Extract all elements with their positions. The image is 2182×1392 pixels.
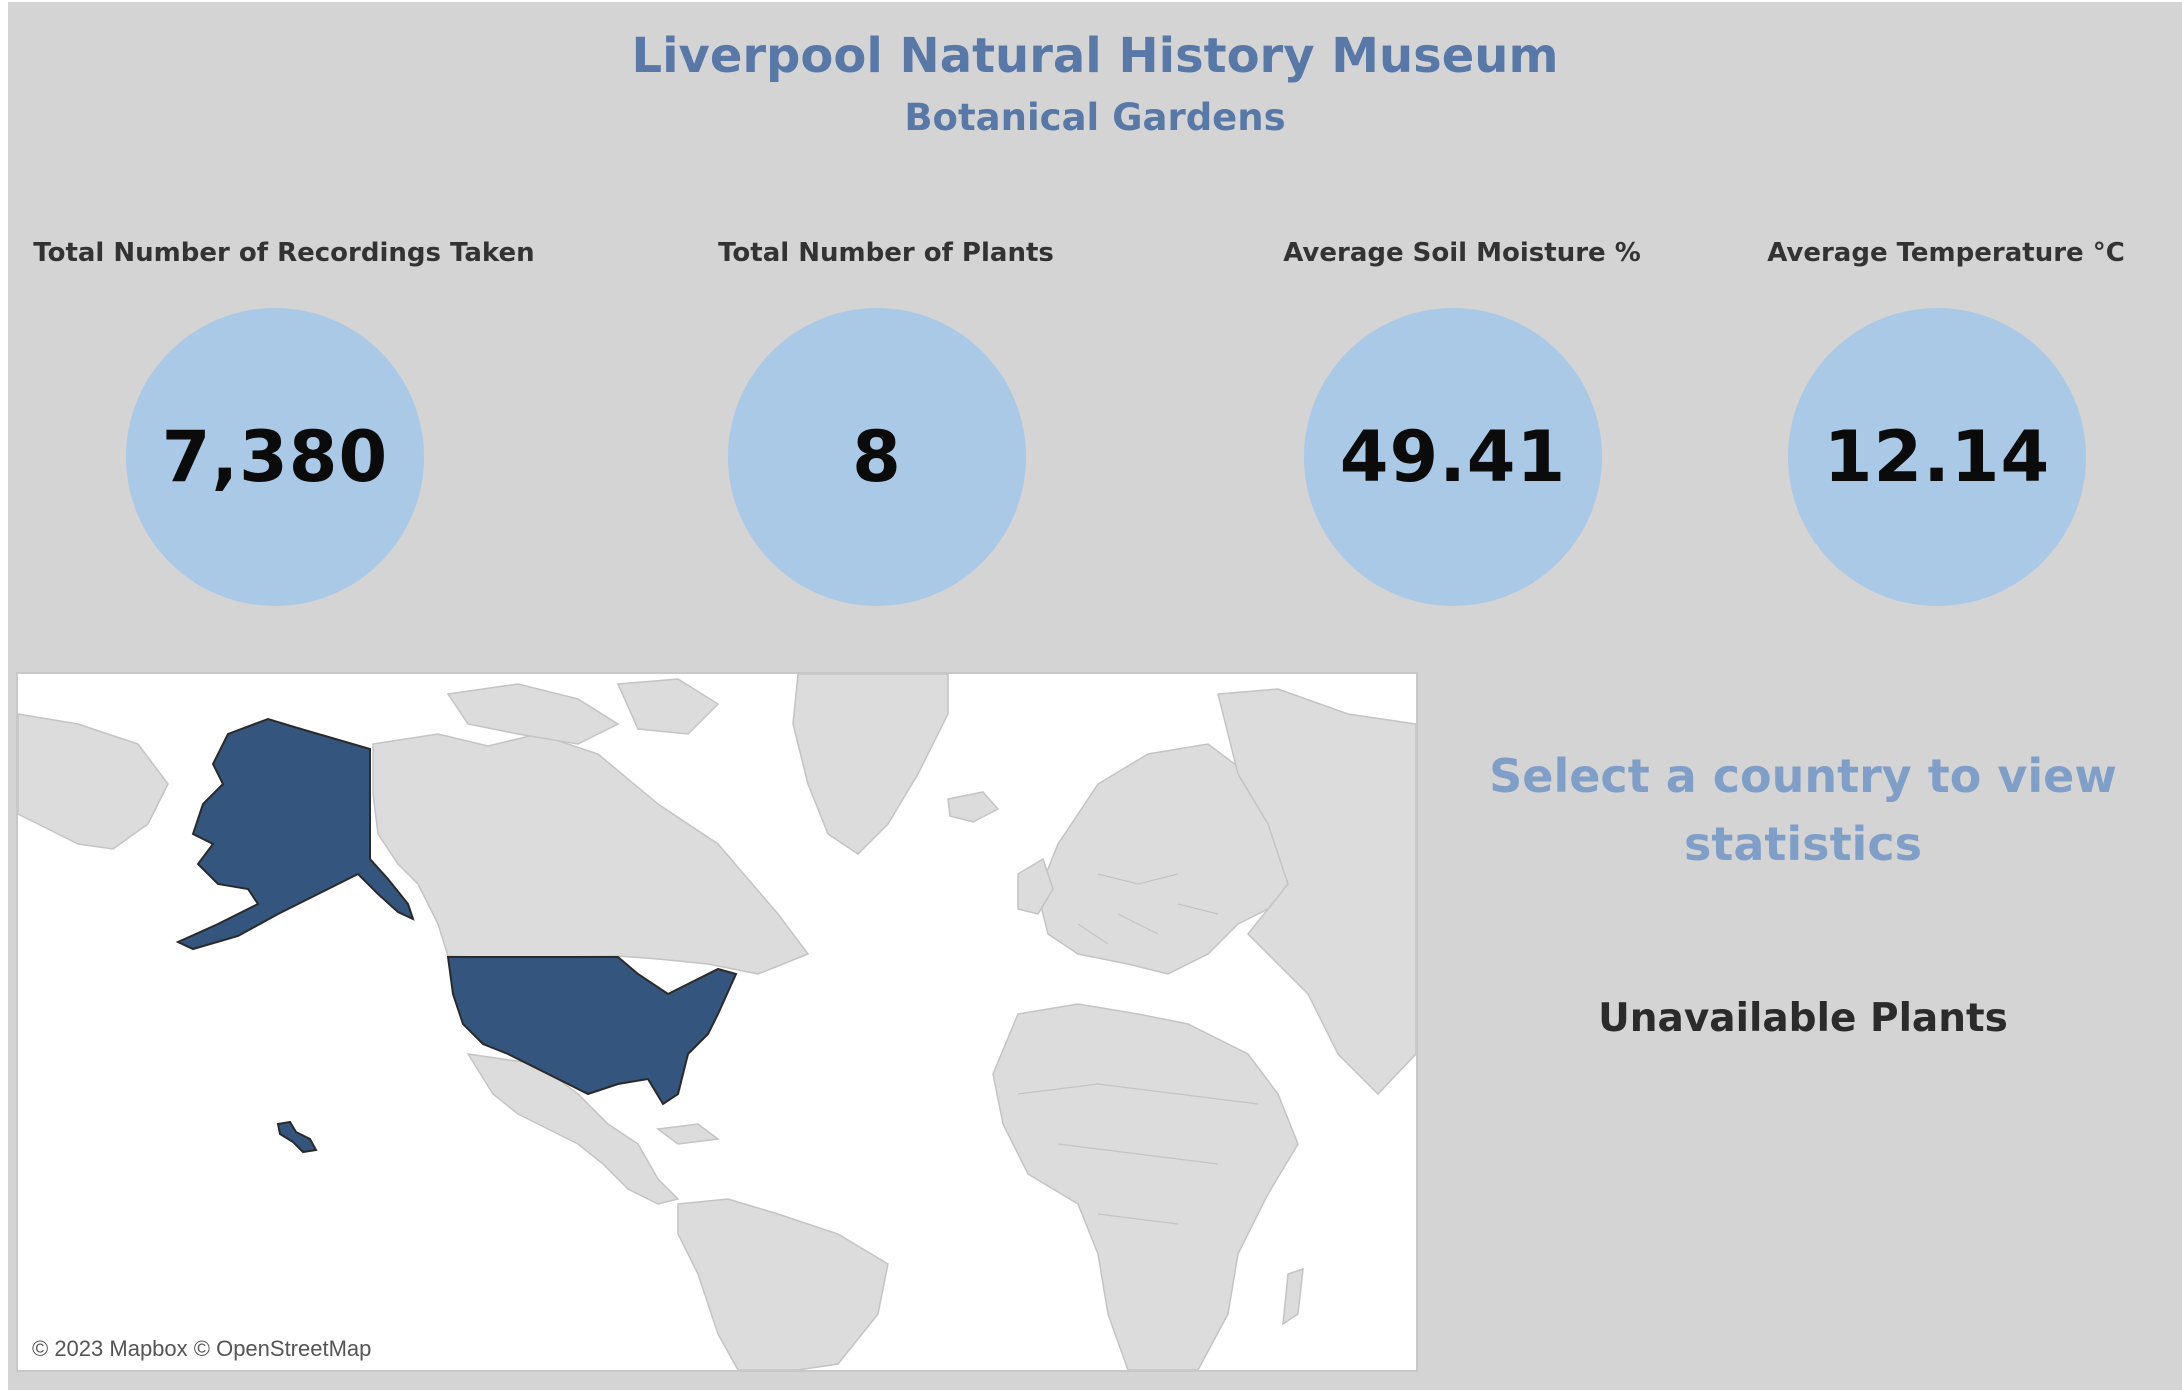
kpi-moisture-label: Average Soil Moisture % [1283,238,1641,268]
kpi-recordings-label: Total Number of Recordings Taken [33,238,535,268]
land-europe[interactable] [1037,743,1309,975]
kpi-recordings-value: 7,380 [161,416,389,498]
land-arctic-islands-2[interactable] [616,678,720,735]
world-map[interactable]: © 2023 Mapbox © OpenStreetMap [16,672,1418,1372]
dashboard: Liverpool Natural History Museum Botanic… [8,2,2182,1390]
kpi-moisture-circle[interactable]: 49.41 [1304,308,1602,606]
border-lines-europe [1077,873,1219,945]
country-usa-hawaii[interactable] [276,1120,318,1154]
land-greenland[interactable] [792,674,949,855]
land-madagascar[interactable] [1282,1267,1304,1326]
unavailable-plants-title: Unavailable Plants [1598,996,2008,1041]
kpi-recordings-circle[interactable]: 7,380 [126,308,424,606]
kpi-plants-circle[interactable]: 8 [728,308,1026,606]
kpi-temperature-value: 12.14 [1823,416,2051,498]
country-usa-alaska[interactable] [175,717,415,951]
page-subtitle: Botanical Gardens [904,96,1286,139]
kpi-moisture-value: 49.41 [1339,416,1567,498]
country-usa-contiguous[interactable] [446,956,738,1106]
land-south-america[interactable] [677,1198,889,1370]
border-lines-africa [1017,1083,1259,1225]
land-uk[interactable] [1017,857,1054,915]
land-iceland[interactable] [947,791,1000,823]
land-arctic-islands[interactable] [446,683,620,745]
land-canada[interactable] [372,733,810,975]
map-attribution[interactable]: © 2023 Mapbox © OpenStreetMap [32,1336,372,1361]
map-canvas[interactable] [18,674,1416,1370]
page-title: Liverpool Natural History Museum [631,28,1559,84]
select-country-prompt: Select a country to view statistics [1489,749,2117,871]
land-asia-west[interactable] [18,713,169,850]
kpi-plants-value: 8 [852,416,902,498]
land-asia-east[interactable] [1217,688,1416,1096]
kpi-temperature-label: Average Temperature °C [1767,238,2125,268]
land-caribbean[interactable] [656,1123,720,1145]
land-africa[interactable] [992,1003,1299,1370]
kpi-plants-label: Total Number of Plants [718,238,1054,268]
kpi-temperature-circle[interactable]: 12.14 [1788,308,2086,606]
land-mexico[interactable] [466,1053,680,1205]
